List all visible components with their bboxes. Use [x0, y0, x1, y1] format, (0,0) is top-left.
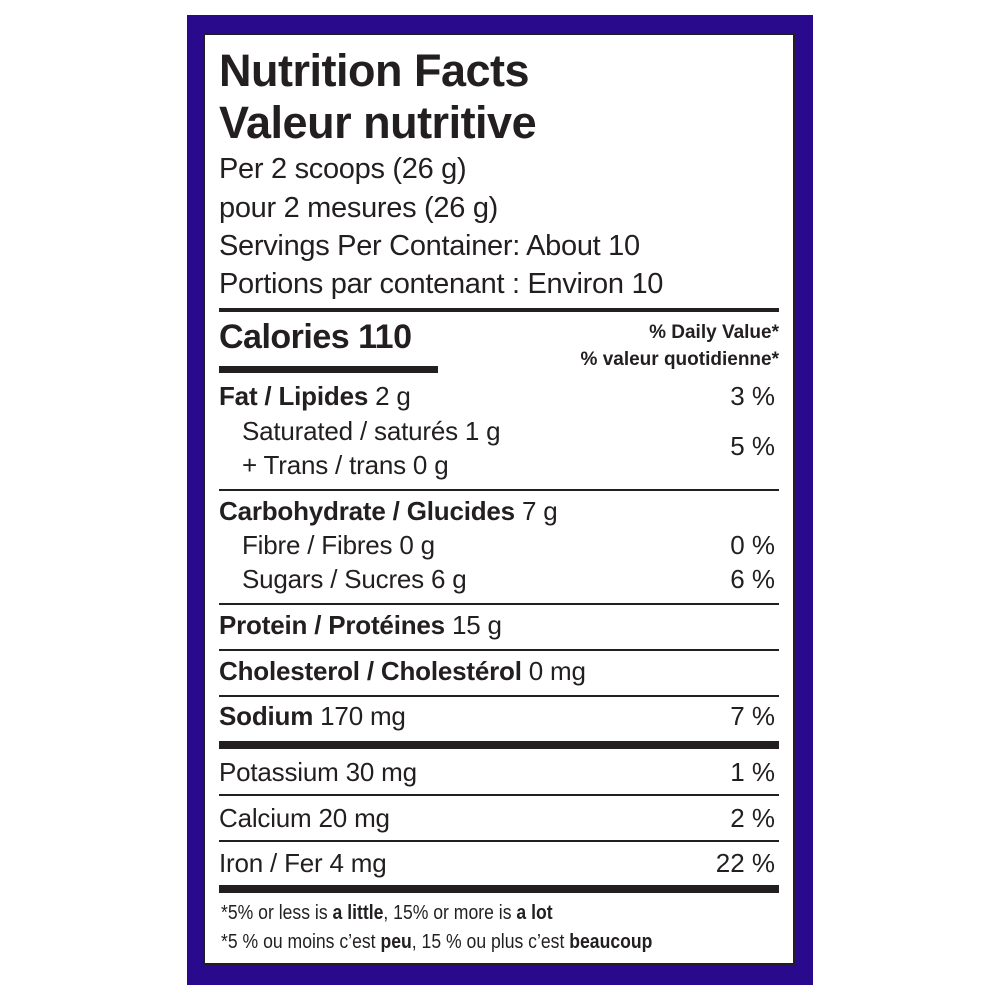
dv-iron: 22 %	[715, 848, 775, 878]
servings-per-container-fr: Portions par contenant : Environ 10	[219, 268, 664, 300]
footnote-en: *5% or less is a little, 15% or more is …	[221, 902, 553, 924]
title-en: Nutrition Facts	[219, 45, 530, 96]
divider	[219, 489, 779, 491]
daily-value-header-en: % Daily Value*	[649, 322, 779, 343]
dv-potassium: 1 %	[730, 757, 775, 787]
serving-size-fr: pour 2 mesures (26 g)	[219, 192, 498, 224]
dv-sugars: 6 %	[730, 564, 775, 594]
divider-thick	[219, 741, 779, 749]
daily-value-header-fr: % valeur quotidienne*	[580, 349, 779, 370]
nutrient-carbohydrate: Carbohydrate / Glucides 7 g	[219, 496, 558, 526]
calories-underline	[219, 366, 438, 373]
divider-thick	[219, 885, 779, 893]
serving-size-en: Per 2 scoops (26 g)	[219, 153, 467, 185]
nutrient-trans: + Trans / trans 0 g	[242, 450, 449, 480]
nutrient-potassium: Potassium 30 mg	[219, 757, 417, 787]
servings-per-container-en: Servings Per Container: About 10	[219, 230, 640, 262]
footnote-fr: *5 % ou moins c’est peu, 15 % ou plus c’…	[221, 931, 653, 953]
dv-calcium: 2 %	[730, 803, 775, 833]
dv-saturated-trans: 5 %	[730, 431, 775, 461]
dv-fat: 3 %	[730, 381, 775, 411]
divider	[219, 840, 779, 842]
divider	[219, 695, 779, 697]
nutrient-calcium: Calcium 20 mg	[219, 803, 390, 833]
divider	[219, 794, 779, 796]
dv-sodium: 7 %	[730, 701, 775, 731]
nutrient-saturated: Saturated / saturés 1 g	[242, 416, 501, 446]
nutrient-sodium: Sodium 170 mg	[219, 701, 406, 731]
divider	[219, 649, 779, 651]
divider	[219, 603, 779, 605]
divider-thick	[219, 308, 779, 312]
nutrition-facts-panel	[203, 33, 795, 965]
nutrient-fibre: Fibre / Fibres 0 g	[242, 530, 435, 560]
nutrient-fat: Fat / Lipides 2 g	[219, 381, 411, 411]
title-fr: Valeur nutritive	[219, 97, 537, 148]
dv-fibre: 0 %	[730, 530, 775, 560]
nutrient-sugars: Sugars / Sucres 6 g	[242, 564, 467, 594]
calories: Calories 110	[219, 318, 412, 356]
nutrient-cholesterol: Cholesterol / Cholestérol 0 mg	[219, 656, 586, 686]
nutrient-protein: Protein / Protéines 15 g	[219, 610, 502, 640]
nutrient-iron: Iron / Fer 4 mg	[219, 848, 387, 878]
